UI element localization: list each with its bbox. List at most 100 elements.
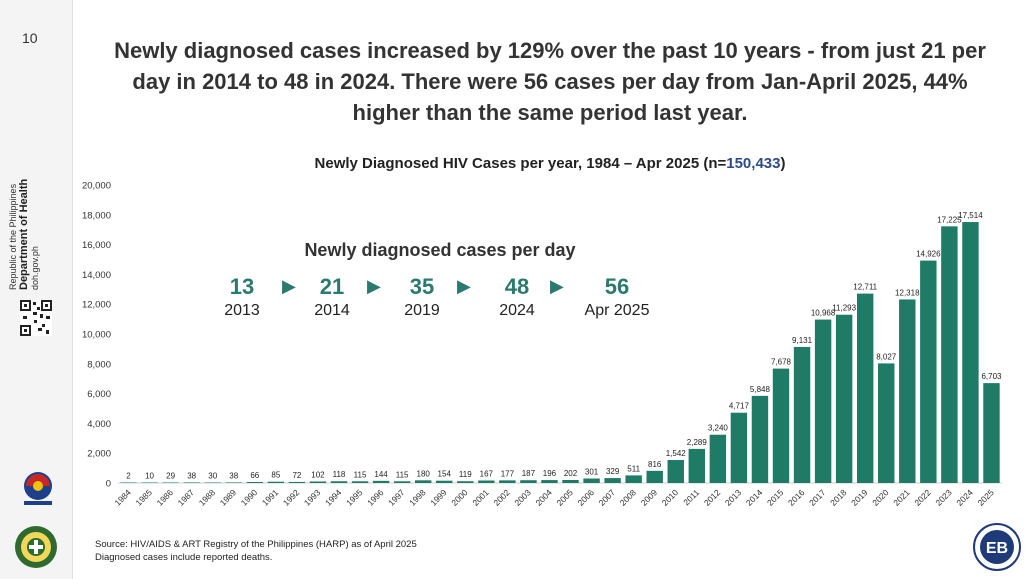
bar-1986 bbox=[162, 482, 179, 483]
arrow-right-icon: ▶ bbox=[282, 276, 296, 296]
data-label: 7,678 bbox=[771, 358, 792, 367]
stat-year: Apr 2025 bbox=[584, 302, 650, 319]
bar-2020 bbox=[878, 363, 895, 483]
bar-2023 bbox=[941, 226, 958, 483]
data-label: 115 bbox=[396, 470, 409, 479]
x-tick-label: 1986 bbox=[155, 487, 176, 508]
bar-1990 bbox=[246, 482, 264, 483]
bar-1989 bbox=[225, 482, 242, 483]
y-tick-label: 10,000 bbox=[82, 330, 111, 341]
bar-2015 bbox=[772, 368, 790, 483]
bar-2005 bbox=[562, 479, 579, 483]
bar-1995 bbox=[351, 481, 369, 483]
data-label: 12,711 bbox=[853, 283, 877, 292]
stat-2013: 13 2013 bbox=[197, 274, 287, 320]
arrow-right-icon: ▶ bbox=[550, 276, 564, 296]
stat-year: 2024 bbox=[499, 302, 535, 319]
stat-year: 2014 bbox=[314, 302, 350, 319]
doh-seal-logo bbox=[15, 526, 57, 568]
bagong-pilipinas-logo bbox=[24, 472, 52, 505]
x-tick-label: 1998 bbox=[407, 487, 428, 508]
x-tick-label: 1988 bbox=[197, 487, 218, 508]
bar-2024 bbox=[962, 222, 979, 484]
data-label: 177 bbox=[501, 469, 515, 478]
data-label: 301 bbox=[585, 468, 599, 477]
y-tick-label: 20,000 bbox=[82, 181, 111, 192]
source-note-line: Diagnosed cases include reported deaths. bbox=[95, 552, 273, 563]
data-label: 9,131 bbox=[792, 336, 813, 345]
data-label: 29 bbox=[166, 472, 175, 481]
x-tick-label: 1984 bbox=[112, 487, 133, 508]
stat-2019: 35 2019 bbox=[377, 274, 467, 320]
stat-value: 56 bbox=[604, 274, 630, 299]
data-label: 11,293 bbox=[832, 304, 856, 313]
x-tick-label: 2021 bbox=[891, 487, 912, 508]
bar-2006 bbox=[583, 478, 600, 483]
x-tick-label: 1989 bbox=[218, 487, 239, 508]
bar-2001 bbox=[478, 480, 495, 483]
x-tick-label: 2025 bbox=[975, 487, 996, 508]
bar-2003 bbox=[520, 480, 537, 483]
x-tick-label: 2002 bbox=[491, 487, 512, 508]
stat-year: 2019 bbox=[404, 302, 440, 319]
x-tick-label: 2015 bbox=[765, 487, 786, 508]
x-tick-label: 1993 bbox=[302, 487, 323, 508]
x-tick-label: 2006 bbox=[576, 487, 597, 508]
stat-2014: 21 2014 bbox=[287, 274, 377, 320]
bar-2000 bbox=[457, 481, 474, 483]
x-tick-label: 1994 bbox=[323, 487, 344, 508]
bar-1992 bbox=[288, 481, 306, 483]
sidebar: 10 Republic of the Philippines Departmen… bbox=[0, 0, 73, 579]
x-tick-label: 2003 bbox=[512, 487, 533, 508]
x-tick-label: 2018 bbox=[828, 487, 849, 508]
y-tick-label: 6,000 bbox=[87, 389, 111, 400]
bar-1994 bbox=[330, 481, 348, 483]
x-tick-label: 1990 bbox=[239, 487, 260, 508]
x-tick-label: 1985 bbox=[134, 487, 155, 508]
data-label: 5,848 bbox=[750, 385, 771, 394]
bar-2008 bbox=[625, 475, 642, 483]
bar-1984 bbox=[120, 482, 137, 483]
x-tick-label: 2012 bbox=[702, 487, 723, 508]
bar-2025 bbox=[983, 383, 1000, 483]
epidemiology-bureau-logo: EB bbox=[973, 523, 1021, 571]
bar-2017 bbox=[814, 319, 832, 483]
bar-1999 bbox=[436, 480, 453, 483]
svg-text:EB: EB bbox=[986, 540, 1008, 557]
data-label: 115 bbox=[354, 470, 367, 479]
bar-2002 bbox=[499, 480, 516, 483]
x-tick-label: 2014 bbox=[744, 487, 765, 508]
stat-value: 35 bbox=[409, 274, 435, 299]
data-label: 14,926 bbox=[916, 250, 941, 259]
x-tick-label: 2010 bbox=[660, 487, 681, 508]
bar-2007 bbox=[604, 478, 621, 483]
data-label: 30 bbox=[208, 472, 217, 481]
bar-2014 bbox=[751, 395, 769, 483]
data-label: 2,289 bbox=[687, 438, 708, 447]
data-label: 17,225 bbox=[937, 215, 962, 224]
y-tick-label: 8,000 bbox=[87, 359, 111, 370]
bar-2013 bbox=[730, 412, 748, 483]
bar-1985 bbox=[141, 482, 158, 483]
bar-2021 bbox=[899, 299, 916, 483]
data-label: 2 bbox=[126, 472, 131, 481]
chart-title-end: ) bbox=[780, 155, 786, 172]
bar-2016 bbox=[793, 346, 811, 483]
bar-1996 bbox=[372, 480, 390, 483]
stat-value: 13 bbox=[229, 274, 255, 299]
data-label: 196 bbox=[543, 469, 557, 478]
data-label: 10 bbox=[145, 472, 154, 481]
bar-2022 bbox=[920, 260, 937, 483]
data-label: 17,514 bbox=[958, 211, 983, 220]
data-label: 1,542 bbox=[666, 449, 687, 458]
data-label: 167 bbox=[480, 470, 494, 479]
x-tick-label: 2024 bbox=[954, 487, 975, 508]
y-tick-label: 12,000 bbox=[82, 300, 111, 311]
bar-2012 bbox=[709, 434, 727, 483]
stat-apr-2025: 56 Apr 2025 bbox=[572, 274, 662, 320]
data-label: 816 bbox=[648, 460, 662, 469]
x-tick-label: 1996 bbox=[365, 487, 386, 508]
bar-2019 bbox=[856, 293, 874, 483]
data-label: 329 bbox=[606, 467, 620, 476]
x-tick-label: 1987 bbox=[176, 487, 197, 508]
